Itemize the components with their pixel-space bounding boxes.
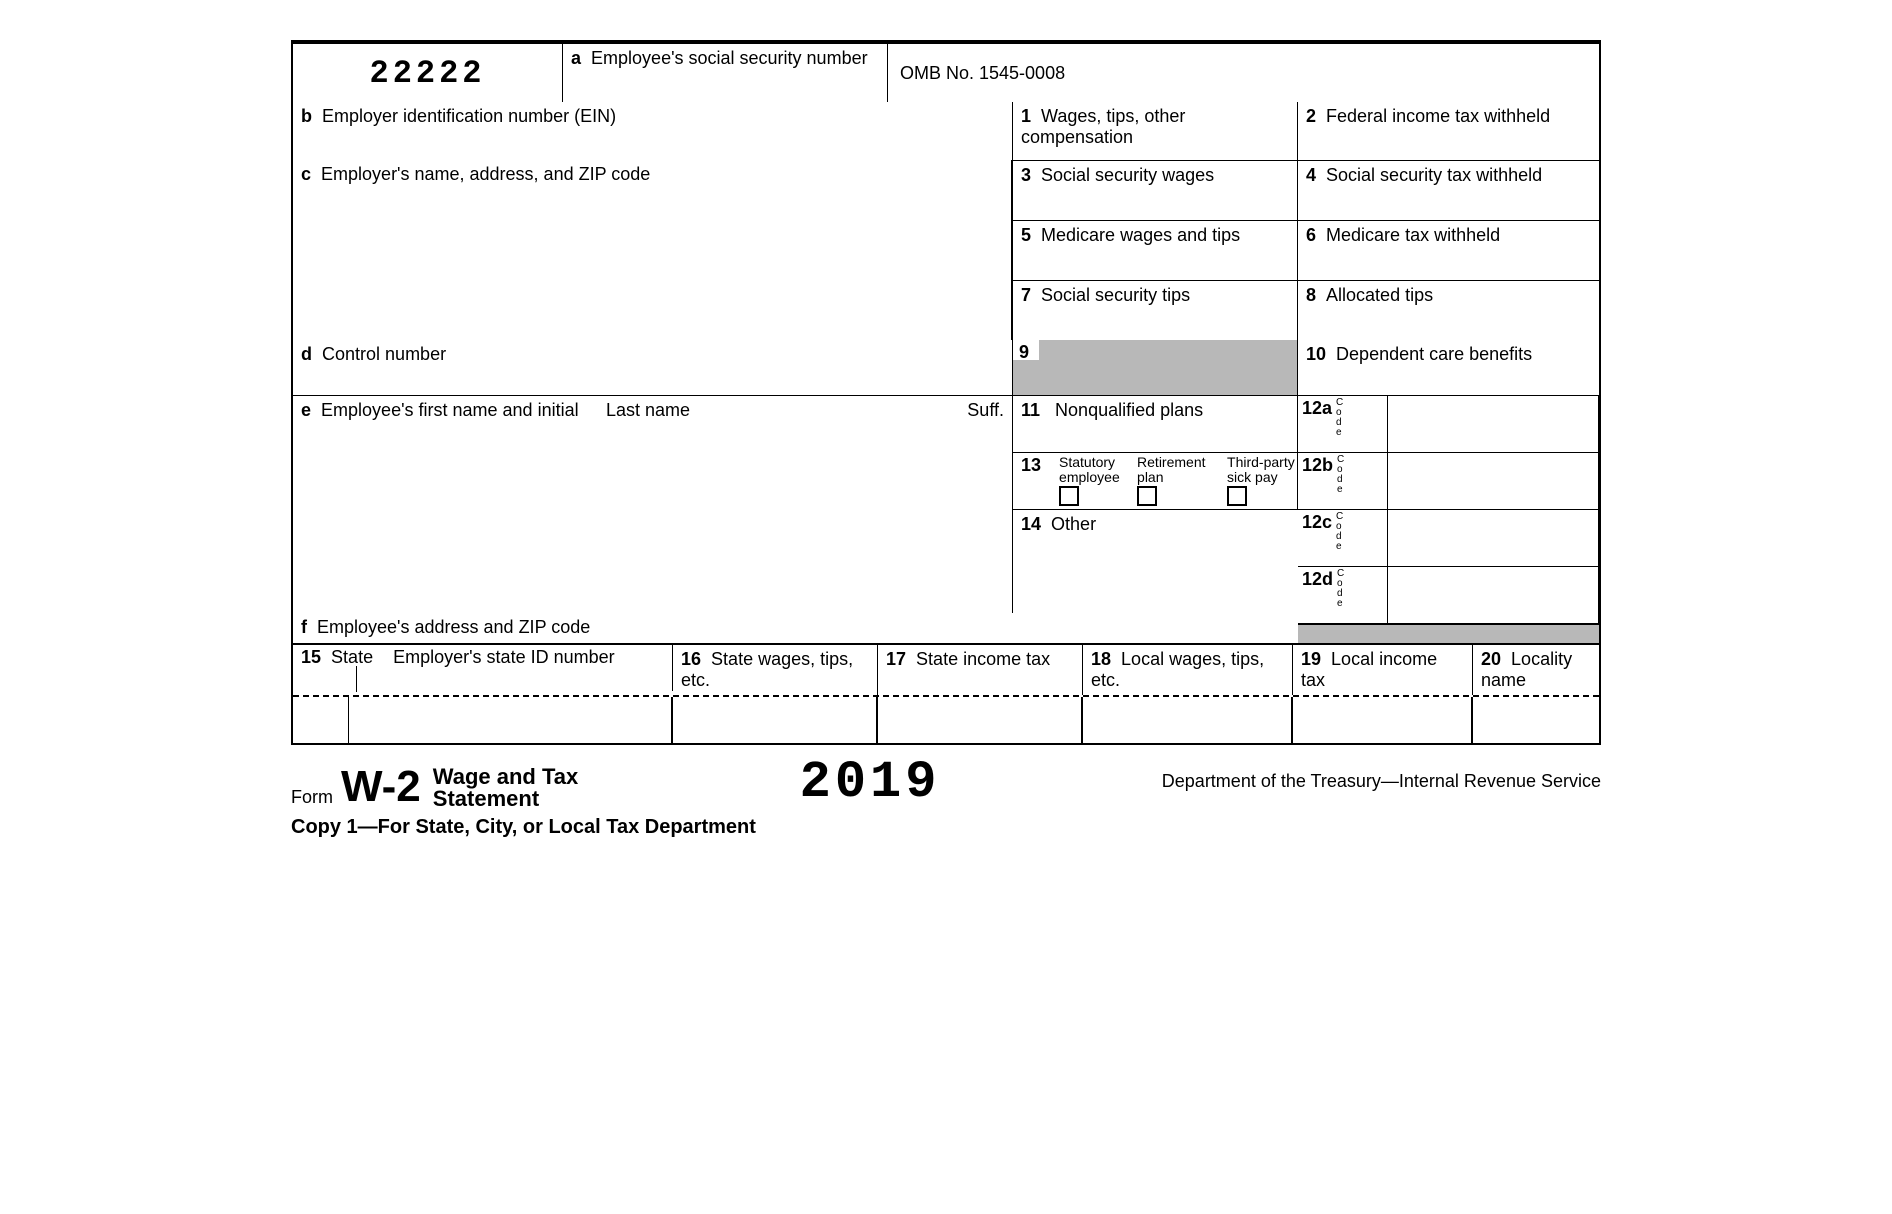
box-6: 6 Medicare tax withheld <box>1298 220 1599 280</box>
box-9: 9 <box>1013 340 1298 395</box>
box-d: d Control number <box>293 340 1013 395</box>
box-3-label: Social security wages <box>1041 165 1214 185</box>
box-5: 5 Medicare wages and tips <box>1013 220 1298 280</box>
box-7: 7 Social security tips <box>1013 280 1298 340</box>
grey-strip <box>1298 623 1599 643</box>
box-16: 16 State wages, tips, etc. <box>673 645 878 695</box>
box-e: e Employee's first name and initial Last… <box>293 395 1013 613</box>
box-13: 13 Statutory employee Retirement plan Th… <box>1013 452 1298 509</box>
footer-year: 2019 <box>800 753 941 812</box>
box-d-label: Control number <box>322 344 446 364</box>
footer-title2: Statement <box>433 788 578 810</box>
box-b-label: Employer identification number (EIN) <box>322 106 616 126</box>
box-8-label: Allocated tips <box>1326 285 1433 305</box>
box-14: 14 Other <box>1013 509 1298 643</box>
box-f: f Employee's address and ZIP code <box>293 613 1013 643</box>
box-13-ret-label: Retirement plan <box>1137 455 1209 486</box>
box-12c: 12cCode <box>1298 509 1599 566</box>
box-4: 4 Social security tax withheld <box>1298 160 1599 220</box>
box-14-label: Other <box>1051 514 1096 534</box>
box-18: 18 Local wages, tips, etc. <box>1083 645 1293 695</box>
box-12d: 12dCode <box>1298 566 1599 623</box>
box-c: c Employer's name, address, and ZIP code <box>293 160 1013 340</box>
footer-copy: Copy 1—For State, City, or Local Tax Dep… <box>291 816 1601 839</box>
footer-w2: W-2 <box>341 762 421 812</box>
box-c-label: Employer's name, address, and ZIP code <box>321 164 650 184</box>
box-15b-label: Employer's state ID number <box>393 647 615 667</box>
form-number: 22222 <box>369 55 485 92</box>
box-2-label: Federal income tax withheld <box>1326 106 1550 126</box>
box-16-label: State wages, tips, etc. <box>681 649 853 690</box>
box-e-last-label: Last name <box>606 400 690 420</box>
box-5-label: Medicare wages and tips <box>1041 225 1240 245</box>
omb-box: OMB No. 1545-0008 <box>888 42 1599 102</box>
box-15-label: State <box>331 647 373 667</box>
box-e-suff-label: Suff. <box>967 400 1004 420</box>
box-17-label: State income tax <box>916 649 1050 669</box>
box-19: 19 Local income tax <box>1293 645 1473 695</box>
box-13-stat-label: Statutory employee <box>1059 455 1119 486</box>
checkbox-sickpay[interactable] <box>1227 486 1247 506</box>
box-17: 17 State income tax <box>878 645 1083 695</box>
box-20: 20 Locality name <box>1473 645 1599 695</box>
box-12b: 12bCode <box>1298 452 1599 509</box>
box-7-label: Social security tips <box>1041 285 1190 305</box>
form-footer: Form W-2 Wage and Tax Statement 2019 Dep… <box>291 753 1601 839</box>
box-4-label: Social security tax withheld <box>1326 165 1542 185</box>
box-15: 15 State Employer's state ID number <box>293 645 673 691</box>
box-11-label: Nonqualified plans <box>1055 400 1203 420</box>
omb-text: OMB No. 1545-0008 <box>900 63 1065 84</box>
box-11: 11 Nonqualified plans <box>1013 395 1298 452</box>
state-row-2 <box>293 695 1599 743</box>
box-3: 3 Social security wages <box>1013 160 1298 220</box>
box-b: b Employer identification number (EIN) <box>293 102 1013 160</box>
footer-dept: Department of the Treasury—Internal Reve… <box>1162 771 1601 812</box>
box-1-label: Wages, tips, other compensation <box>1021 106 1185 147</box>
box-19-label: Local income tax <box>1301 649 1437 690</box>
box-18-label: Local wages, tips, etc. <box>1091 649 1264 690</box>
box-6-label: Medicare tax withheld <box>1326 225 1500 245</box>
box-8: 8 Allocated tips <box>1298 280 1599 340</box>
form-number-box: 22222 <box>293 42 563 102</box>
checkbox-statutory[interactable] <box>1059 486 1079 506</box>
w2-form: 22222 a Employee's social security numbe… <box>291 40 1601 745</box>
box-10: 10 Dependent care benefits <box>1298 340 1599 395</box>
box-1: 1 Wages, tips, other compensation <box>1013 102 1298 160</box>
box-f-label: Employee's address and ZIP code <box>317 617 590 637</box>
footer-title1: Wage and Tax <box>433 766 578 788</box>
footer-form: Form <box>291 787 333 812</box>
box-10-label: Dependent care benefits <box>1336 344 1532 364</box>
box-e-first-label: Employee's first name and initial <box>321 400 579 420</box>
box-a: a Employee's social security number <box>563 42 888 102</box>
box-a-label: Employee's social security number <box>591 48 868 68</box>
box-12a: 12aCode <box>1298 395 1599 452</box>
checkbox-retirement[interactable] <box>1137 486 1157 506</box>
box-2: 2 Federal income tax withheld <box>1298 102 1599 160</box>
box-13-sick-label: Third-party sick pay <box>1227 455 1297 486</box>
